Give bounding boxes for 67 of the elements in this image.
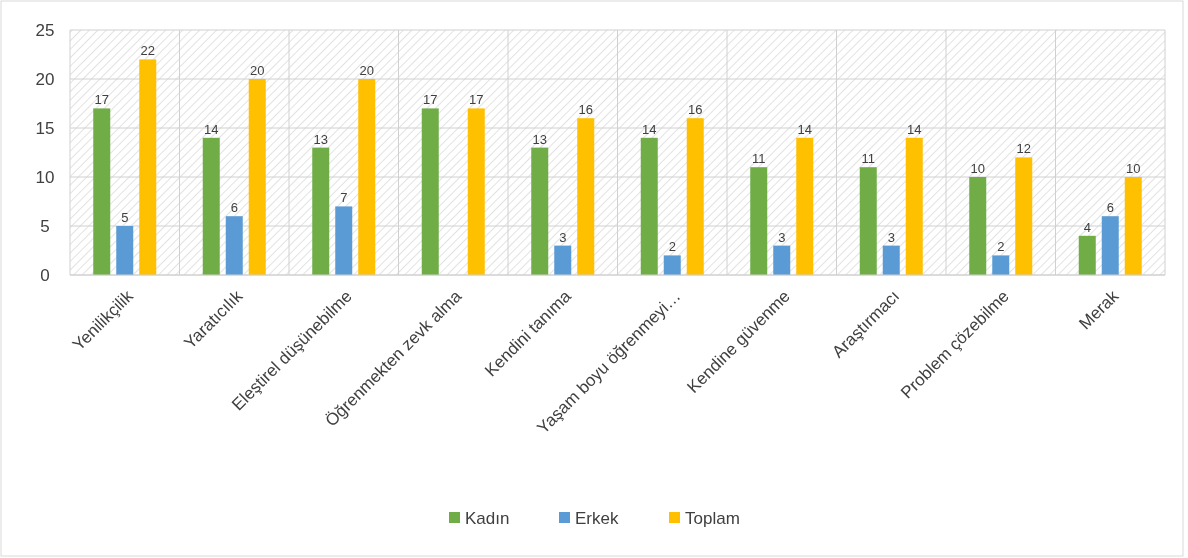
bar <box>905 137 923 275</box>
bar <box>1015 157 1033 275</box>
bar <box>202 137 220 275</box>
data-label: 2 <box>997 239 1005 255</box>
data-label: 10 <box>970 161 985 176</box>
data-label: 14 <box>907 121 922 137</box>
data-label: 17 <box>423 92 438 108</box>
data-label: 11 <box>861 151 875 167</box>
bar <box>992 255 1010 275</box>
data-label: 12 <box>1016 141 1031 157</box>
bar <box>969 177 987 275</box>
bar <box>686 118 704 275</box>
data-label: 14 <box>797 121 812 137</box>
data-label: 17 <box>469 92 484 108</box>
bar <box>663 255 681 275</box>
bar <box>358 79 376 275</box>
legend-label: Toplam <box>685 508 740 528</box>
data-label: 14 <box>642 121 657 137</box>
data-label: 5 <box>121 210 129 225</box>
data-label: 10 <box>1126 161 1141 176</box>
bar <box>248 79 266 275</box>
data-label: 2 <box>668 239 676 255</box>
y-tick-label: 15 <box>35 118 55 138</box>
y-tick-label: 20 <box>35 69 55 89</box>
data-label: 16 <box>688 102 703 118</box>
data-label: 20 <box>250 63 265 78</box>
data-label: 6 <box>1106 200 1114 216</box>
data-label: 3 <box>559 229 567 245</box>
data-label: 4 <box>1083 219 1091 235</box>
data-label: 17 <box>94 92 109 108</box>
bar <box>640 137 658 275</box>
legend-label: Kadın <box>465 508 510 528</box>
data-label: 13 <box>532 131 547 147</box>
bar <box>467 108 485 275</box>
bar <box>312 147 330 275</box>
bar <box>335 206 353 275</box>
legend-label: Erkek <box>575 508 619 528</box>
data-label: 14 <box>204 121 219 137</box>
data-label: 13 <box>313 131 328 147</box>
bar <box>116 226 134 275</box>
bar <box>554 245 572 275</box>
bar <box>93 108 111 275</box>
data-label: 7 <box>340 190 348 206</box>
data-label: 16 <box>578 102 593 118</box>
data-label: 3 <box>887 229 895 245</box>
bar <box>859 167 877 275</box>
bar <box>225 216 243 275</box>
bar <box>577 118 595 275</box>
y-tick-label: 5 <box>40 216 50 236</box>
y-tick-label: 10 <box>35 167 55 187</box>
bar <box>882 245 900 275</box>
y-tick-label: 0 <box>40 265 50 285</box>
bar <box>139 59 157 275</box>
data-label: 22 <box>140 43 155 59</box>
bar <box>531 147 549 275</box>
bar <box>1078 235 1096 275</box>
bar <box>421 108 439 275</box>
bar <box>750 167 768 275</box>
y-tick-label: 25 <box>35 20 55 40</box>
bar <box>796 137 814 275</box>
bar <box>1124 177 1142 275</box>
bar <box>1101 216 1119 275</box>
data-label: 11 <box>752 151 766 167</box>
bar <box>773 245 791 275</box>
data-label: 20 <box>359 63 374 78</box>
data-label: 6 <box>230 200 238 216</box>
data-label: 3 <box>778 229 786 245</box>
